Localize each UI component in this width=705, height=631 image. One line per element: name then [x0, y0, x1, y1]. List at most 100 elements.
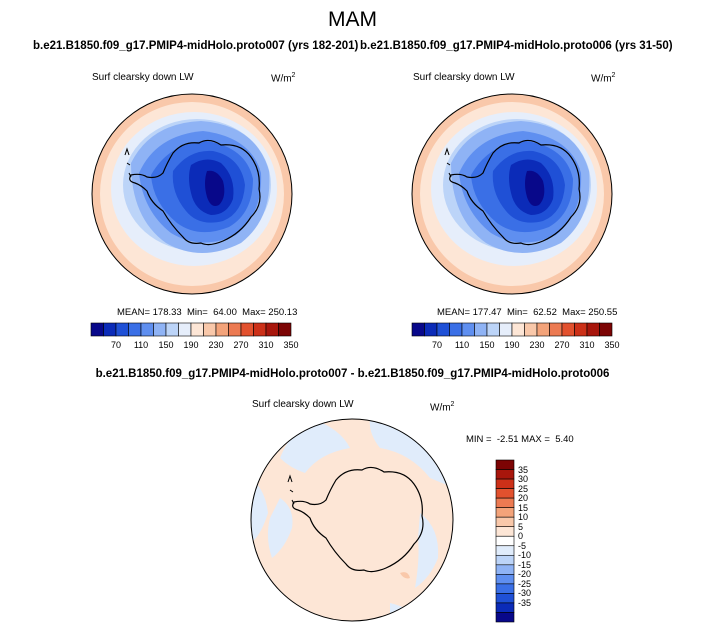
- panel-1-title: b.e21.B1850.f09_g17.PMIP4-midHolo.proto0…: [33, 40, 359, 52]
- panel-2-colorbar-labels: 70 110 150 190 230 270 310 350: [412, 340, 620, 352]
- difference-stats: MIN = -2.51 MAX = 5.40: [466, 434, 574, 445]
- panel-2-colorbar-swatch: [549, 322, 563, 337]
- difference-colorbar-label: -15: [518, 559, 532, 570]
- panel-2-title: b.e21.B1850.f09_g17.PMIP4-midHolo.proto0…: [360, 40, 673, 52]
- panel-2-colorbar-label: 230: [529, 340, 545, 350]
- difference-variable-label: Surf clearsky down LW: [252, 399, 354, 410]
- panel-2-stats: MEAN= 177.47 Min= 62.52 Max= 250.55: [437, 307, 618, 318]
- panel-1-colorbar-swatch: [253, 322, 267, 337]
- difference-colorbar-swatch: [495, 488, 515, 499]
- panel-2-colorbar-swatch: [424, 322, 438, 337]
- panel-2-colorbar-swatch: [474, 322, 488, 337]
- panel-1-colorbar-swatch: [128, 322, 142, 337]
- panel-1-colorbar-label: 110: [133, 340, 149, 350]
- panel-2-colorbar-swatch: [436, 322, 450, 337]
- panel-2-colorbar-swatch: [574, 322, 588, 337]
- difference-colorbar-swatch: [495, 507, 515, 518]
- panel-1-antarctica-coastline: [129, 139, 261, 246]
- panel-1-colorbar-swatch: [203, 322, 217, 337]
- panel-1-colorbar-swatch: [190, 322, 204, 337]
- panel-1-colorbar-swatch: [115, 322, 129, 337]
- panel-2-colorbar-label: 110: [454, 340, 470, 350]
- panel-1-colorbar-label: 190: [183, 340, 199, 350]
- difference-colorbar-swatch: [495, 612, 515, 623]
- panel-1-colorbar-swatch: [90, 322, 104, 337]
- panel-1-colorbar-swatch: [103, 322, 117, 337]
- difference-colorbar-label: -10: [518, 550, 532, 561]
- difference-colorbar-label: 15: [518, 502, 529, 513]
- difference-colorbar-swatch: [495, 516, 515, 528]
- difference-colorbar-label: 5: [518, 521, 524, 532]
- panel-1-colorbar-labels: 70 110 150 190 230 270 310 350: [91, 340, 299, 352]
- panel-2-colorbar-swatch: [536, 322, 550, 337]
- panel-2-colorbar-label: 310: [579, 340, 595, 350]
- panel-1-colorbar-swatch: [228, 322, 242, 337]
- difference-colorbar-swatch: [495, 602, 515, 613]
- panel-1-colorbar-swatch: [265, 322, 279, 337]
- panel-2-colorbar-label: 70: [431, 340, 443, 350]
- difference-colorbar-swatch: [495, 564, 515, 575]
- difference-colorbar-swatch: [495, 526, 515, 537]
- panel-2-colorbar-swatch: [511, 322, 525, 337]
- difference-colorbar-label: 30: [518, 474, 529, 485]
- panel-1-stats: MEAN= 178.33 Min= 64.00 Max= 250.13: [117, 307, 298, 318]
- panel-2-variable-label: Surf clearsky down LW: [413, 72, 515, 83]
- panel-1-colorbar-swatch: [215, 322, 229, 337]
- difference-colorbar: [495, 459, 515, 623]
- difference-colorbar-swatch: [495, 554, 515, 566]
- difference-antarctica-coastline: [292, 466, 424, 573]
- panel-2-colorbar-swatch: [486, 322, 500, 337]
- difference-polar-map: [250, 418, 454, 622]
- difference-colorbar-label: -5: [518, 540, 527, 551]
- difference-colorbar-swatch: [495, 593, 515, 604]
- difference-colorbar-label: -20: [518, 569, 532, 580]
- panel-2-colorbar-swatch: [461, 322, 475, 337]
- panel-2-colorbar: [411, 322, 613, 337]
- difference-colorbar-label: 0: [518, 531, 524, 542]
- difference-colorbar-label: 20: [518, 493, 529, 504]
- panel-1-colorbar-swatch: [165, 322, 179, 337]
- panel-1-colorbar-label: 150: [158, 340, 174, 350]
- difference-colorbar-swatch: [495, 469, 515, 480]
- panel-1-colorbar-swatch: [278, 322, 292, 337]
- panel-1-colorbar: [90, 322, 292, 337]
- figure-title: MAM: [328, 8, 377, 31]
- difference-colorbar-swatch: [495, 459, 515, 470]
- panel-2-antarctica-coastline: [449, 139, 581, 246]
- panel-2-colorbar-swatch: [499, 322, 513, 337]
- panel-1-variable-label: Surf clearsky down LW: [92, 72, 194, 83]
- difference-colorbar-label: -35: [518, 597, 532, 608]
- difference-colorbar-labels: 35 30 25 20 15 10 5 0 -5 -10 -15 -20 -25 -30 -35: [518, 460, 542, 622]
- panel-1-colorbar-label: 70: [110, 340, 122, 350]
- difference-colorbar-label: 35: [518, 464, 529, 475]
- panel-2-colorbar-label: 190: [504, 340, 520, 350]
- panel-1-colorbar-label: 350: [283, 340, 299, 350]
- panel-2-colorbar-swatch: [411, 322, 425, 337]
- panel-1-colorbar-label: 310: [258, 340, 274, 350]
- panel-1-units: W/m2: [271, 72, 296, 85]
- difference-colorbar-swatch: [495, 478, 515, 489]
- panel-2-colorbar-label: 150: [479, 340, 495, 350]
- difference-colorbar-label: 25: [518, 483, 529, 494]
- difference-colorbar-swatch: [495, 574, 515, 585]
- panel-2-colorbar-swatch: [561, 322, 575, 337]
- difference-colorbar-label: 10: [518, 512, 529, 523]
- panel-2-colorbar-swatch: [524, 322, 538, 337]
- panel-1-colorbar-swatch: [153, 322, 167, 337]
- panel-1-colorbar-label: 270: [233, 340, 249, 350]
- difference-colorbar-label: -30: [518, 588, 532, 599]
- panel-1-colorbar-swatch: [178, 322, 192, 337]
- panel-2-colorbar-swatch: [586, 322, 600, 337]
- panel-1-polar-map: [91, 93, 293, 295]
- difference-panel-title: b.e21.B1850.f09_g17.PMIP4-midHolo.proto0…: [95, 368, 610, 380]
- difference-colorbar-swatch: [495, 545, 515, 556]
- difference-colorbar-label: -25: [518, 578, 532, 589]
- panel-2-colorbar-label: 350: [604, 340, 620, 350]
- difference-colorbar-swatch: [495, 583, 515, 594]
- panel-2-polar-map: [411, 93, 613, 295]
- panel-2-units: W/m2: [591, 72, 616, 85]
- panel-1-colorbar-label: 230: [208, 340, 224, 350]
- panel-1-colorbar-swatch: [140, 322, 154, 337]
- panel-2-colorbar-label: 270: [554, 340, 570, 350]
- panel-2-colorbar-swatch: [449, 322, 463, 337]
